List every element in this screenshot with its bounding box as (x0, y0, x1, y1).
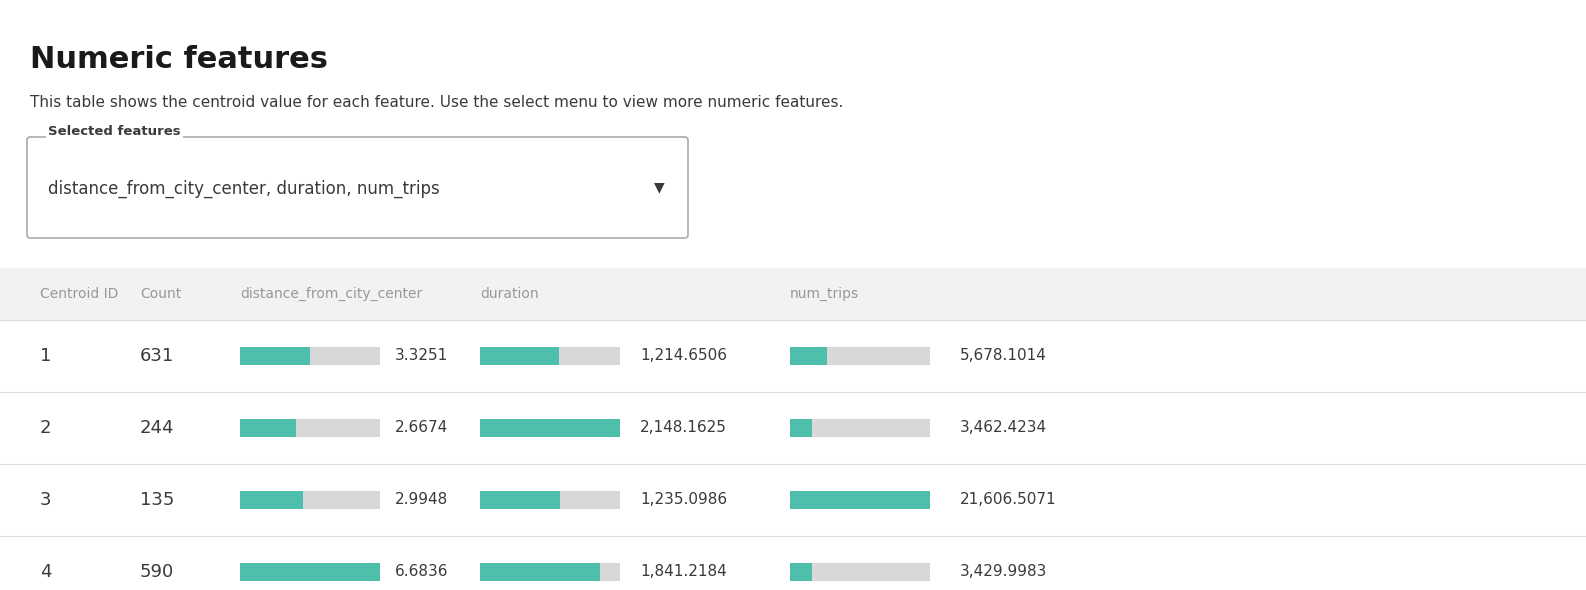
Bar (481, 491, 620, 509)
Text: 6.6836: 6.6836 (395, 565, 449, 579)
Text: Centroid ID: Centroid ID (40, 287, 119, 301)
Bar (481, 563, 620, 581)
Text: 1,214.6506: 1,214.6506 (641, 349, 726, 363)
Text: distance_from_city_center: distance_from_city_center (239, 287, 422, 301)
Bar (790, 419, 929, 437)
Text: 631: 631 (140, 347, 174, 365)
Bar (790, 419, 812, 437)
Bar (239, 491, 381, 509)
Bar (481, 419, 620, 437)
Text: 3,429.9983: 3,429.9983 (960, 565, 1047, 579)
Text: num_trips: num_trips (790, 287, 860, 301)
FancyBboxPatch shape (27, 137, 688, 238)
Bar (481, 491, 560, 509)
Bar (790, 563, 812, 581)
Text: 3.3251: 3.3251 (395, 349, 449, 363)
Bar (239, 491, 303, 509)
Bar (790, 347, 929, 365)
Bar (481, 347, 620, 365)
Text: distance_from_city_center, duration, num_trips: distance_from_city_center, duration, num… (48, 180, 439, 198)
Bar (239, 419, 381, 437)
Text: 590: 590 (140, 563, 174, 581)
Text: 21,606.5071: 21,606.5071 (960, 493, 1056, 507)
Bar (790, 491, 929, 509)
Text: 244: 244 (140, 419, 174, 437)
Text: This table shows the centroid value for each feature. Use the select menu to vie: This table shows the centroid value for … (30, 95, 844, 110)
Bar (481, 419, 620, 437)
Bar (0, 268, 1586, 320)
Bar (239, 563, 381, 581)
Bar (481, 347, 560, 365)
Text: 2: 2 (40, 419, 51, 437)
Text: 1: 1 (40, 347, 51, 365)
Bar (790, 563, 929, 581)
Text: Selected features: Selected features (48, 125, 181, 138)
Text: Count: Count (140, 287, 181, 301)
Text: 5,678.1014: 5,678.1014 (960, 349, 1047, 363)
Text: 3,462.4234: 3,462.4234 (960, 421, 1047, 435)
Text: Numeric features: Numeric features (30, 45, 328, 74)
Text: 1,235.0986: 1,235.0986 (641, 493, 726, 507)
Text: ▼: ▼ (655, 180, 665, 194)
Text: duration: duration (481, 287, 539, 301)
Bar (239, 347, 381, 365)
Bar (790, 347, 826, 365)
Text: 1,841.2184: 1,841.2184 (641, 565, 726, 579)
Bar (239, 563, 381, 581)
Bar (481, 563, 600, 581)
Text: 2.9948: 2.9948 (395, 493, 449, 507)
Bar (239, 347, 309, 365)
Text: 3: 3 (40, 491, 51, 509)
Text: 135: 135 (140, 491, 174, 509)
Text: 2.6674: 2.6674 (395, 421, 449, 435)
Text: 4: 4 (40, 563, 51, 581)
Bar (239, 419, 297, 437)
Text: 2,148.1625: 2,148.1625 (641, 421, 726, 435)
Bar (790, 491, 929, 509)
